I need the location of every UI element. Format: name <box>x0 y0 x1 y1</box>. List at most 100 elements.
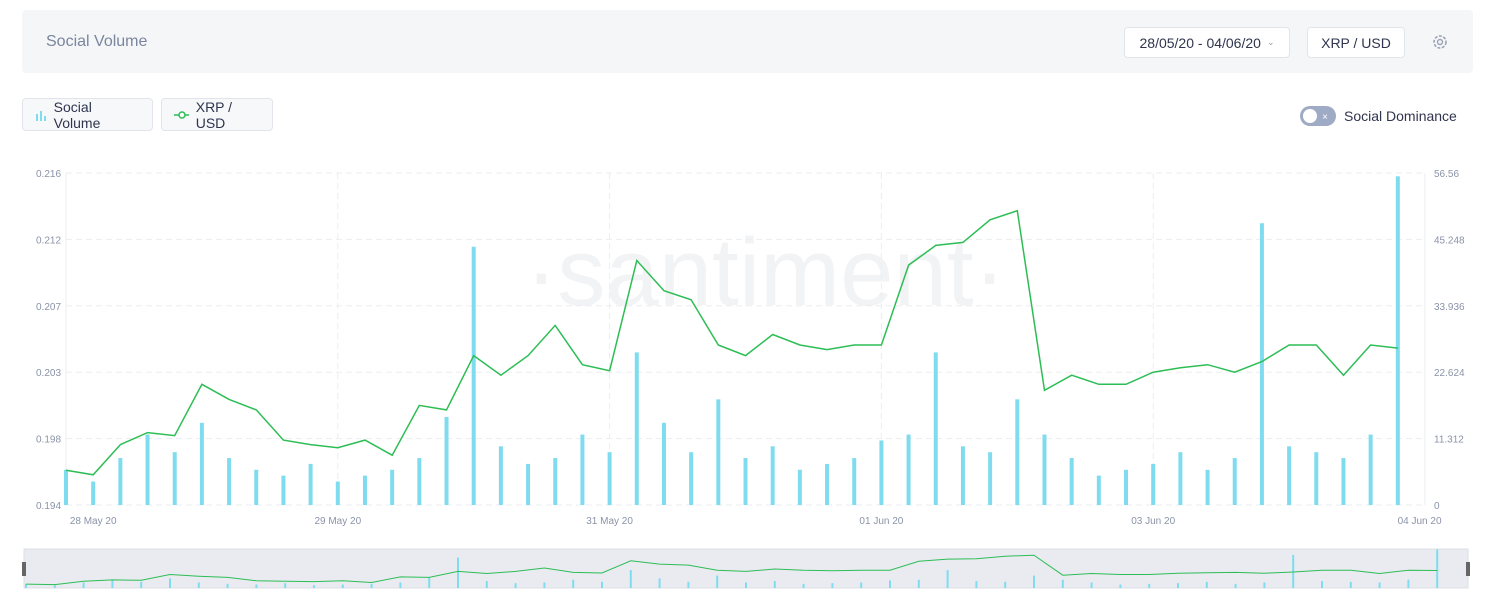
y2-tick-label: 56.56 <box>1434 169 1459 180</box>
mini-bar <box>1033 575 1035 588</box>
bar <box>308 463 313 505</box>
legend-label: Social Volume <box>53 98 101 131</box>
svg-text:×: × <box>1322 112 1328 123</box>
mini-bar <box>428 577 431 588</box>
bar-icon <box>36 110 46 121</box>
y2-tick-label: 45.248 <box>1434 235 1465 246</box>
mini-bar <box>53 585 56 588</box>
legend-label: XRP / USD <box>195 98 233 131</box>
mini-bar <box>1148 583 1151 588</box>
mini-bar <box>1177 583 1179 588</box>
x-tick-label: 03 Jun 20 <box>1131 516 1175 527</box>
bar <box>362 475 367 505</box>
mini-bar <box>370 583 373 588</box>
mini-line <box>25 554 1438 586</box>
mini-bar <box>140 581 143 588</box>
mini-bar <box>716 575 719 588</box>
watermark: ·santiment· <box>525 219 1005 326</box>
bar <box>172 452 177 505</box>
mini-bar <box>1090 582 1093 588</box>
bar <box>64 469 68 505</box>
bar <box>417 458 422 505</box>
mini-bar <box>831 583 834 588</box>
chevron: ⌄ <box>1266 37 1275 47</box>
pair-button[interactable]: XRP / USD <box>1307 27 1405 58</box>
mini-bar <box>1234 583 1237 588</box>
bar <box>1069 458 1074 505</box>
navigator <box>23 548 1469 589</box>
bar <box>1015 399 1020 505</box>
settings-icon[interactable] <box>1431 33 1449 51</box>
y2-tick-label: 0 <box>1434 501 1440 512</box>
mini-bar <box>1436 549 1439 588</box>
x-tick-label: 31 May 20 <box>586 516 633 527</box>
mini-bar <box>1292 554 1295 588</box>
mini-bar <box>889 580 891 588</box>
bar <box>1259 223 1264 506</box>
mini-bar <box>1061 579 1064 588</box>
y-tick-label: 0.216 <box>36 169 61 180</box>
bar <box>199 422 204 505</box>
bar <box>933 352 938 505</box>
bar <box>254 469 259 505</box>
mini-bar <box>687 581 690 588</box>
bar <box>1314 452 1319 505</box>
price-line <box>65 209 1398 476</box>
bar <box>634 352 639 505</box>
bar <box>797 469 802 505</box>
bar <box>770 446 775 505</box>
bar <box>852 458 857 505</box>
legend-xrp[interactable]: XRP / USD <box>161 98 273 131</box>
bar <box>471 246 476 506</box>
mini-bar <box>341 584 344 588</box>
mini-bar <box>629 570 632 588</box>
bar <box>227 458 232 505</box>
y2-tick-label: 33.936 <box>1434 302 1465 313</box>
bar <box>1395 176 1400 506</box>
mini-bar <box>601 581 603 588</box>
bar <box>689 452 694 505</box>
mini-bar <box>255 584 258 588</box>
bar <box>661 422 666 505</box>
title: Social Volume <box>46 33 148 50</box>
bar <box>91 481 96 505</box>
bar <box>743 458 748 505</box>
bar <box>281 475 286 505</box>
bar <box>879 440 884 505</box>
mini-bar <box>572 579 575 588</box>
toggle[interactable]: × <box>1300 106 1336 126</box>
bar <box>118 458 123 505</box>
mini-bar <box>860 582 863 588</box>
mini-bar <box>226 583 229 588</box>
toggle-label: Social Dominance <box>1344 108 1457 124</box>
bar <box>526 463 531 505</box>
bar <box>444 416 449 505</box>
navigator-handle <box>1466 562 1470 576</box>
mini-bar <box>917 579 920 588</box>
y-tick-label: 0.212 <box>36 235 61 246</box>
x-tick-label: 04 Jun 20 <box>1398 516 1442 527</box>
bar <box>1178 452 1183 505</box>
line-icon <box>174 110 189 119</box>
mini-bar <box>1378 582 1381 588</box>
bar <box>960 446 965 505</box>
mini-bar <box>773 581 776 588</box>
mini-bar <box>514 583 517 588</box>
mini-bar <box>975 581 978 588</box>
mini-bar <box>82 582 85 588</box>
mini-bar <box>1263 582 1266 588</box>
y2-tick-label: 22.624 <box>1434 368 1465 379</box>
date-range-button[interactable]: 28/05/20 - 04/06/20 ⌄ <box>1124 27 1290 58</box>
bar <box>335 481 340 505</box>
navigator-handle <box>22 562 26 576</box>
bar <box>390 469 395 505</box>
legend-social-volume[interactable]: Social Volume <box>22 98 153 131</box>
bar <box>607 452 612 505</box>
mini-bar <box>313 585 315 588</box>
mini-bar <box>169 578 171 588</box>
x-tick-label: 01 Jun 20 <box>859 516 903 527</box>
mini-bar <box>1205 581 1208 588</box>
x-tick-label: 28 May 20 <box>70 516 117 527</box>
pair: XRP / USD <box>1321 34 1391 51</box>
bar <box>1287 446 1292 505</box>
